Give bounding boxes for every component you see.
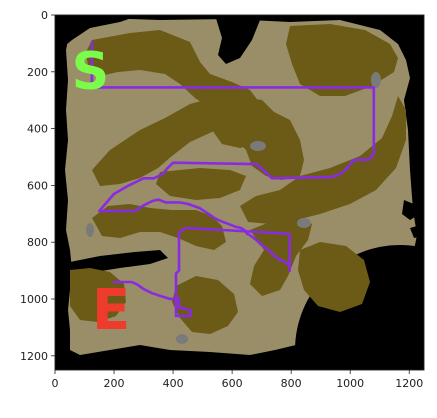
x-axis: 0 200 400 600 800 1000 1200 [52, 370, 423, 390]
obstacle-middle-bar [156, 168, 246, 200]
rock-upper-right [371, 72, 381, 88]
x-tick-label: 0 [52, 377, 59, 390]
wall-spot-right-2 [410, 224, 424, 238]
end-marker: E [92, 278, 130, 343]
planned-path [90, 40, 376, 318]
y-tick-label: 800 [27, 236, 48, 249]
obstacle-right-curve [240, 96, 406, 224]
obstacles [70, 24, 406, 334]
rock-left [86, 223, 94, 237]
x-tick-label: 600 [222, 377, 243, 390]
x-tick-label: 1200 [395, 377, 423, 390]
obstacle-lower-right-arc [250, 218, 312, 296]
rock-bottom-center [176, 334, 188, 344]
obstacle-lower-center [172, 276, 238, 334]
obstacle-lower-right-blob [298, 242, 370, 312]
x-tick-label: 200 [104, 377, 125, 390]
y-tick-label: 1000 [20, 293, 48, 306]
start-marker: S [72, 42, 109, 102]
map-image: S E [55, 15, 424, 370]
obstacle-diagonal-band [92, 98, 232, 186]
y-tick-label: 200 [27, 66, 48, 79]
y-tick-label: 1200 [20, 350, 48, 363]
y-axis: 0 200 400 600 800 1000 1200 [20, 9, 55, 363]
obstacle-left-lower [70, 268, 126, 322]
x-tick-label: 400 [163, 377, 184, 390]
obstacle-center-loop [232, 110, 304, 180]
plot-frame [54, 14, 425, 371]
rock-lower-right [297, 218, 311, 228]
y-tick-label: 600 [27, 179, 48, 192]
y-tick-label: 0 [41, 9, 48, 22]
x-tick-label: 800 [281, 377, 302, 390]
rocks [86, 72, 381, 344]
x-tick-label: 1000 [336, 377, 364, 390]
wall-blob-top-left [60, 15, 140, 50]
wall-blob-top-middle [215, 15, 262, 64]
wall-blob-top-right [340, 15, 424, 60]
y-tick-label: 400 [27, 123, 48, 136]
rock-center [250, 141, 266, 151]
obstacle-top-right-blob [286, 24, 398, 96]
obstacle-top-left-blob [86, 30, 262, 110]
obstacle-middle-left-arc [92, 204, 226, 250]
wall-spot-right-1 [402, 200, 418, 220]
